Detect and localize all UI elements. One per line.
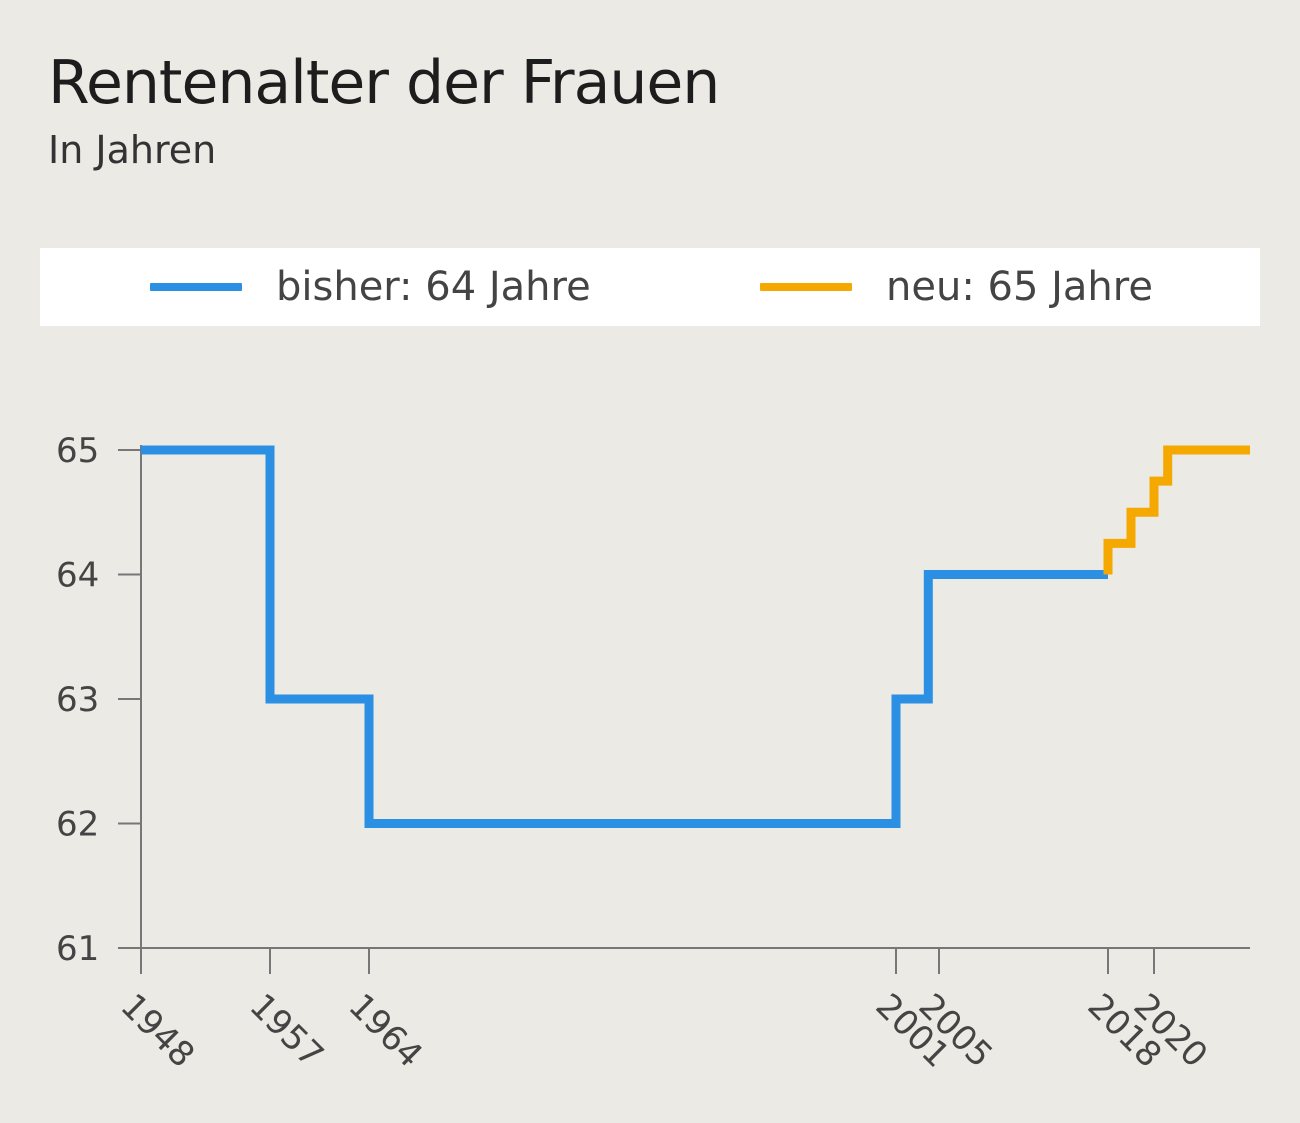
legend-label-bisher: bisher: 64 Jahre xyxy=(276,264,591,310)
legend-item-neu: neu: 65 Jahre xyxy=(760,248,1153,326)
y-tick-label-65: 65 xyxy=(56,431,99,471)
legend-item-bisher: bisher: 64 Jahre xyxy=(150,248,591,326)
x-tick-label-1957: 1957 xyxy=(242,986,331,1075)
series-line-0 xyxy=(141,445,1108,828)
legend-swatch-neu xyxy=(760,283,852,291)
y-tick-label-61: 61 xyxy=(56,929,99,969)
x-tick-label-1964: 1964 xyxy=(341,986,430,1075)
y-tick-label-64: 64 xyxy=(56,556,99,596)
chart-subtitle: In Jahren xyxy=(48,128,217,172)
y-tick-label-63: 63 xyxy=(56,680,99,720)
chart-title: Rentenalter der Frauen xyxy=(48,48,720,118)
x-tick-label-1948: 1948 xyxy=(113,986,202,1075)
legend: bisher: 64 Jahre neu: 65 Jahre xyxy=(40,248,1260,326)
y-tick-label-62: 62 xyxy=(56,805,99,845)
legend-label-neu: neu: 65 Jahre xyxy=(886,264,1153,310)
legend-swatch-bisher xyxy=(150,283,242,291)
series-line-1 xyxy=(1103,445,1250,575)
